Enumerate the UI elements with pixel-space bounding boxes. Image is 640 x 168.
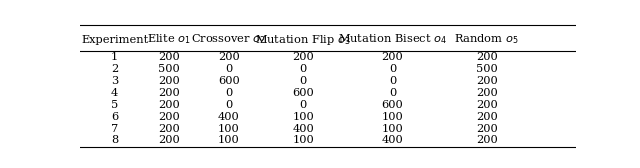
Text: 0: 0 bbox=[225, 100, 232, 110]
Text: 100: 100 bbox=[292, 112, 314, 122]
Text: 0: 0 bbox=[389, 64, 396, 74]
Text: 200: 200 bbox=[159, 76, 180, 86]
Text: 500: 500 bbox=[159, 64, 180, 74]
Text: 200: 200 bbox=[476, 52, 497, 62]
Text: 0: 0 bbox=[300, 64, 307, 74]
Text: 200: 200 bbox=[381, 52, 403, 62]
Text: 200: 200 bbox=[476, 100, 497, 110]
Text: 100: 100 bbox=[218, 135, 239, 145]
Text: 200: 200 bbox=[159, 100, 180, 110]
Text: Experiment: Experiment bbox=[81, 35, 148, 45]
Text: 2: 2 bbox=[111, 64, 118, 74]
Text: 0: 0 bbox=[225, 88, 232, 98]
Text: 100: 100 bbox=[381, 112, 403, 122]
Text: 7: 7 bbox=[111, 123, 118, 134]
Text: Mutation Flip $o_3$: Mutation Flip $o_3$ bbox=[255, 33, 351, 47]
Text: Mutation Bisect $o_4$: Mutation Bisect $o_4$ bbox=[338, 33, 447, 47]
Text: 0: 0 bbox=[389, 76, 396, 86]
Text: 1: 1 bbox=[111, 52, 118, 62]
Text: 200: 200 bbox=[292, 52, 314, 62]
Text: 0: 0 bbox=[300, 100, 307, 110]
Text: 200: 200 bbox=[159, 123, 180, 134]
Text: 200: 200 bbox=[159, 112, 180, 122]
Text: 200: 200 bbox=[476, 135, 497, 145]
Text: 0: 0 bbox=[300, 76, 307, 86]
Text: Elite $o_1$: Elite $o_1$ bbox=[147, 33, 191, 47]
Text: 200: 200 bbox=[476, 123, 497, 134]
Text: 600: 600 bbox=[381, 100, 403, 110]
Text: 200: 200 bbox=[159, 88, 180, 98]
Text: 500: 500 bbox=[476, 64, 497, 74]
Text: 200: 200 bbox=[159, 52, 180, 62]
Text: 200: 200 bbox=[218, 52, 239, 62]
Text: 6: 6 bbox=[111, 112, 118, 122]
Text: 8: 8 bbox=[111, 135, 118, 145]
Text: 4: 4 bbox=[111, 88, 118, 98]
Text: 100: 100 bbox=[381, 123, 403, 134]
Text: 0: 0 bbox=[225, 64, 232, 74]
Text: 400: 400 bbox=[292, 123, 314, 134]
Text: 200: 200 bbox=[476, 112, 497, 122]
Text: 600: 600 bbox=[292, 88, 314, 98]
Text: 400: 400 bbox=[381, 135, 403, 145]
Text: Crossover $o_2$: Crossover $o_2$ bbox=[191, 33, 266, 47]
Text: 200: 200 bbox=[476, 76, 497, 86]
Text: 100: 100 bbox=[292, 135, 314, 145]
Text: 400: 400 bbox=[218, 112, 239, 122]
Text: 200: 200 bbox=[159, 135, 180, 145]
Text: 200: 200 bbox=[476, 88, 497, 98]
Text: Random $o_5$: Random $o_5$ bbox=[454, 33, 519, 47]
Text: 0: 0 bbox=[389, 88, 396, 98]
Text: 3: 3 bbox=[111, 76, 118, 86]
Text: 600: 600 bbox=[218, 76, 239, 86]
Text: 100: 100 bbox=[218, 123, 239, 134]
Text: 5: 5 bbox=[111, 100, 118, 110]
